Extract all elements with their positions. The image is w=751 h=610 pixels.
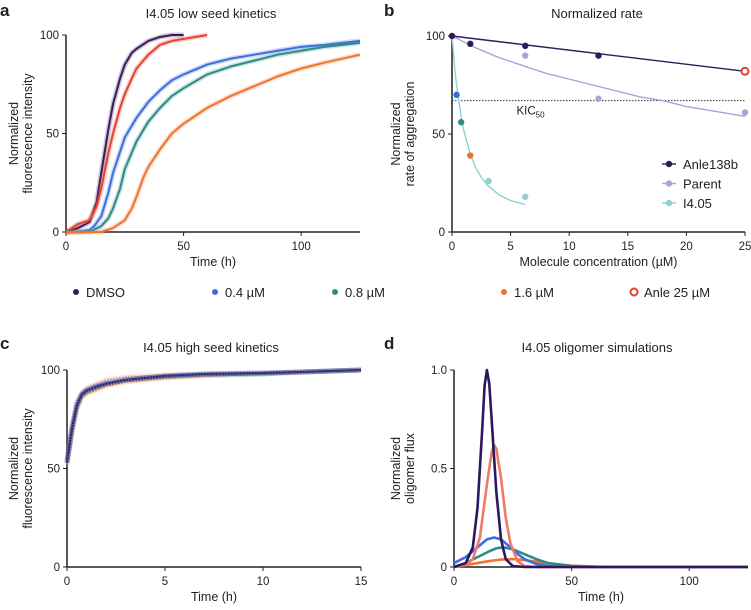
series-line-DMSO [453,368,748,569]
x-tick-label: 0 [451,576,457,588]
x-tick-label: 15 [621,241,634,253]
x-tick-label: 0 [64,576,70,588]
y-tick-label: 100 [426,31,445,43]
chart-title: I4.05 low seed kinetics [146,6,277,21]
x-axis-label: Molecule concentration (µM) [520,255,678,269]
legend-marker [501,289,507,295]
legend-marker [73,289,79,295]
data-point [453,91,460,99]
legend-label: 1.6 µM [514,285,554,300]
data-point [467,152,474,159]
y-tick-label: 100 [40,30,59,42]
series-line-Anle 25 µM [65,34,208,233]
y-axis-label: Normalized [389,102,403,165]
chart-panel-d: I4.05 oligomer simulations 0 50 100 0 0.5 1.0 T… [389,340,748,604]
series-line-1.6 µM [66,53,361,233]
legend-label: Anle138b [683,157,738,172]
x-tick-label: 20 [680,241,693,253]
legend-marker [665,160,673,168]
fit-line-Parent [451,35,746,118]
legend-marker [212,289,218,295]
x-tick-label: 5 [162,576,168,588]
x-tick-label: 50 [177,241,190,253]
x-tick-label: 50 [565,576,578,588]
data-point [467,40,474,48]
legend-label: Parent [683,177,722,192]
series-line-0.8 µM [453,545,748,569]
legend-marker [629,287,639,297]
legend-label: 0.4 µM [225,285,265,300]
chart-panel-c: I4.05 high seed kinetics 0 5 10 15 0 50 100 Time… [7,340,367,604]
y-axis-label: Normalized [389,437,403,500]
data-point [522,193,529,200]
error-band-DMSO [64,367,362,463]
fit-line-I4.05 [451,35,526,206]
y-tick-label: 50 [47,464,60,476]
chart-title: I4.05 high seed kinetics [143,340,279,355]
kic50-label: KIC50 [516,106,545,120]
x-tick-label: 0 [449,241,455,253]
y-axis-label: fluorescence intensity [21,73,35,194]
y-tick-label: 100 [41,365,60,377]
y-axis-label: Normalized [7,102,21,165]
y-tick-label: 50 [46,129,59,141]
data-point [457,119,465,126]
y-tick-label: 1.0 [431,365,447,377]
y-tick-label: 50 [432,129,445,141]
x-axis-label: Time (h) [578,590,624,604]
legend-marker [665,199,673,207]
data-point [741,109,749,116]
chart-panel-a: I4.05 low seed kinetics 0 50 100 0 50 100 Time … [7,6,361,269]
x-tick-label: 0 [63,241,69,253]
legend-label: 0.8 µM [345,285,385,300]
y-axis-label: Normalized [7,437,21,500]
series-line-Anle 25 µM [453,443,748,569]
panel-label-d: d [384,334,394,353]
legend-label: Anle 25 µM [644,285,710,300]
y-tick-label: 0 [54,562,60,574]
series-line-0.4 µM [66,39,361,233]
chart-title: I4.05 oligomer simulations [521,340,673,355]
data-point [522,52,529,59]
panel-label-c: c [0,334,9,353]
x-tick-label: 15 [355,576,368,588]
series-line-DMSO [66,369,362,463]
legend-label: DMSO [86,285,125,300]
x-tick-label: 10 [257,576,270,588]
data-point [595,52,602,59]
x-tick-label: 25 [739,241,751,253]
legend-marker [665,180,673,187]
y-axis-label: fluorescence intensity [21,408,35,529]
data-point [595,95,602,102]
y-tick-label: 0 [53,227,59,239]
chart-panel-b: Normalized rate 0 5 10 15 20 25 0 50 100 Molecule … [389,6,751,269]
y-tick-label: 0 [439,227,445,239]
x-axis-label: Time (h) [190,255,236,269]
x-tick-label: 5 [507,241,513,253]
series-line-0.8 µM [66,41,361,233]
y-axis-label: oligomer flux [403,432,417,504]
legend-marker [332,289,338,295]
data-point [485,177,492,185]
y-tick-label: 0 [441,562,447,574]
chart-title: Normalized rate [551,6,643,21]
data-point [740,66,750,76]
y-tick-label: 0.5 [431,464,447,476]
legend-label: I4.05 [683,196,712,211]
data-point [522,42,529,49]
panel-label-b: b [384,1,394,20]
series-line-0.4 µM [453,536,748,569]
panel-label-a: a [0,1,10,20]
x-tick-label: 100 [680,576,699,588]
shared-legend: DMSO 0.4 µM 0.8 µM 1.6 µM Anle 25 µM [73,285,710,300]
x-axis-label: Time (h) [191,590,237,604]
data-point [448,32,456,40]
x-tick-label: 10 [563,241,576,253]
x-tick-label: 100 [292,241,311,253]
y-axis-label: rate of aggregation [403,81,417,186]
